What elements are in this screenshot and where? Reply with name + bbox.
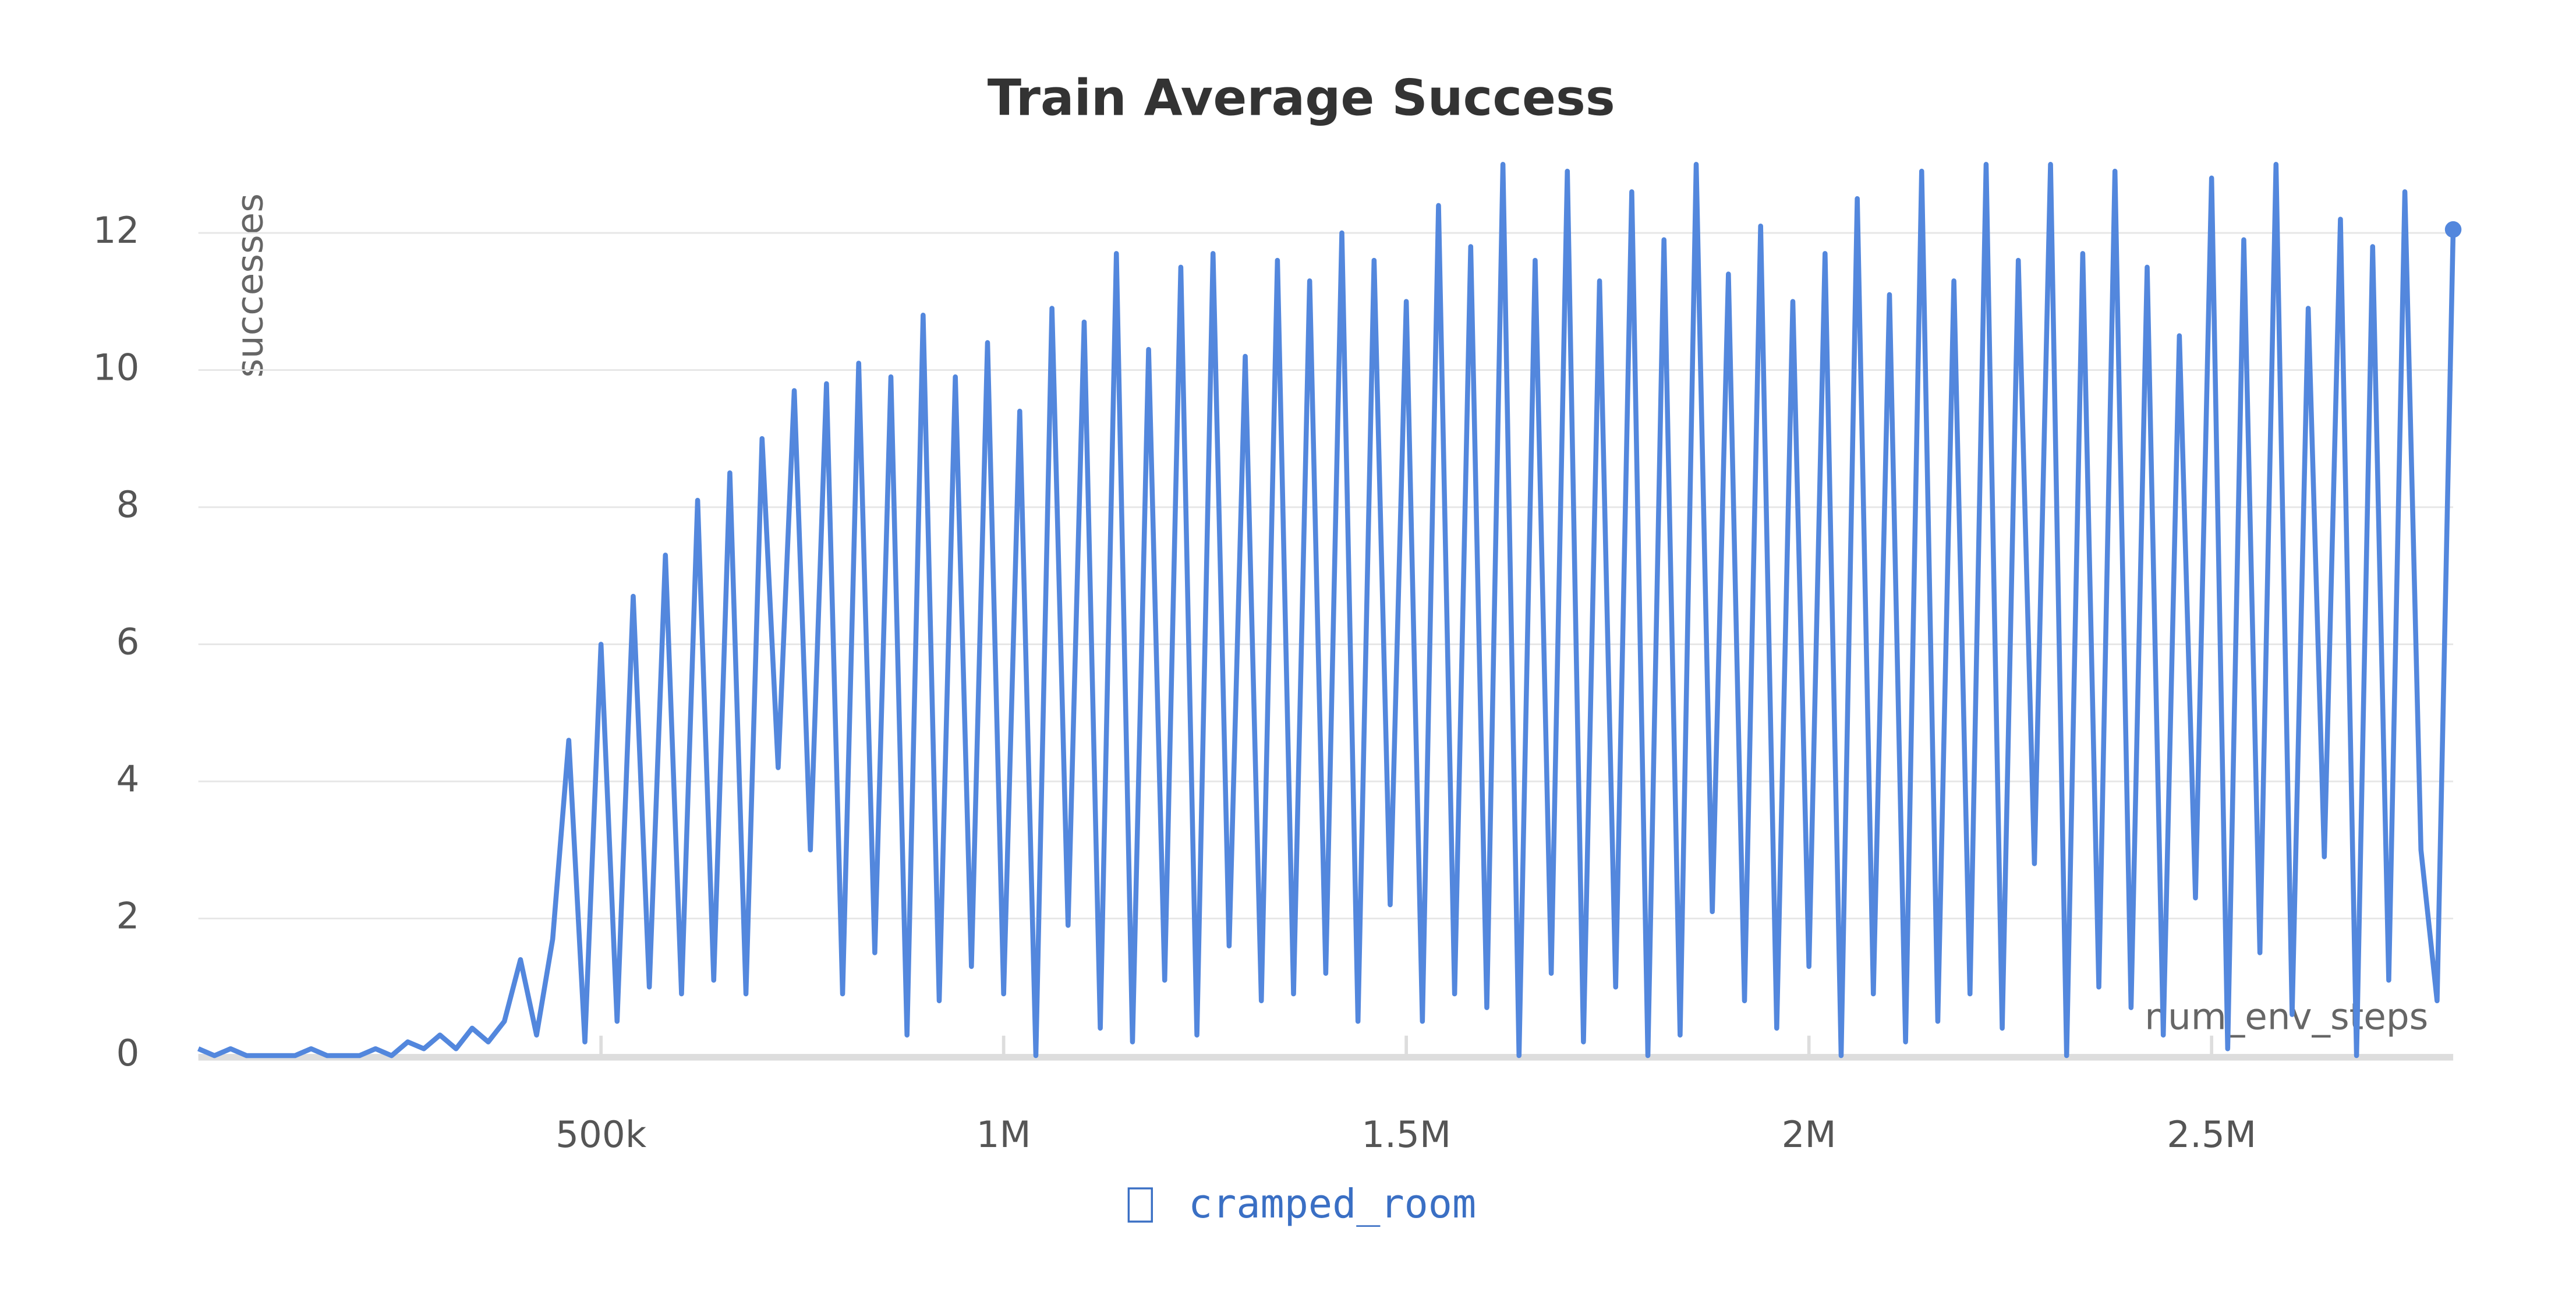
- y-tick-label: 4: [116, 757, 140, 800]
- x-tick-label: 1M: [976, 1113, 1031, 1156]
- y-tick-label: 6: [116, 621, 140, 663]
- x-tick-label: 1.5M: [1361, 1113, 1451, 1156]
- y-tick-label: 0: [116, 1032, 140, 1074]
- y-tick-label: 2: [116, 895, 140, 937]
- y-tick-label: 8: [116, 483, 140, 526]
- x-tick-label: 500k: [555, 1113, 647, 1156]
- legend-icon: [1127, 1187, 1153, 1223]
- y-tick-label: 10: [93, 346, 140, 389]
- data-line: [197, 162, 2456, 1059]
- legend-label: cramped_room: [1188, 1181, 1476, 1227]
- y-tick-label: 12: [93, 209, 140, 252]
- chart-title: Train Average Success: [988, 69, 1615, 127]
- x-axis-label: num_env_steps: [2145, 995, 2428, 1038]
- x-tick-label: 2M: [1782, 1113, 1837, 1156]
- x-tick-label: 2.5M: [2167, 1113, 2256, 1156]
- last-point: [2444, 221, 2462, 238]
- y-axis-label: successes: [228, 193, 271, 378]
